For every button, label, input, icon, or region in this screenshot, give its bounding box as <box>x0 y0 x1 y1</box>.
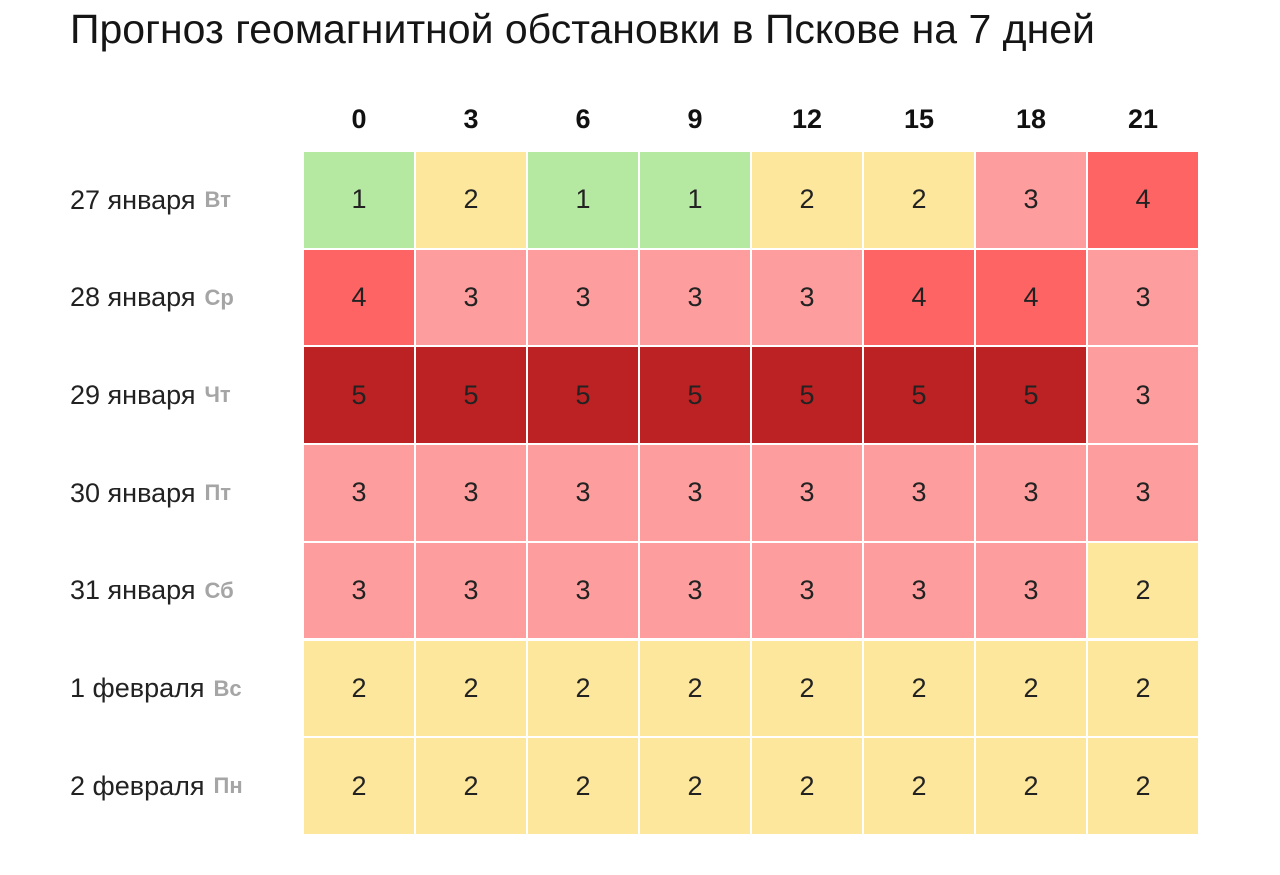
row-weekday: Ср <box>204 284 234 310</box>
heatmap-cell: 2 <box>751 737 863 835</box>
heatmap-cell: 4 <box>1087 151 1199 249</box>
heatmap-cell: 3 <box>527 444 639 542</box>
heatmap-cell: 5 <box>415 346 527 445</box>
heatmap-cell: 2 <box>303 737 415 835</box>
heatmap-cell: 2 <box>751 151 863 249</box>
heatmap-cell: 2 <box>639 737 751 835</box>
row-date: 28 января <box>70 282 196 313</box>
row-date: 29 января <box>70 379 196 410</box>
column-header-hour-18: 18 <box>1015 104 1047 134</box>
row-label: 27 января Вт <box>70 151 231 249</box>
column-header-hour-3: 3 <box>463 104 479 134</box>
heatmap-cell: 3 <box>639 444 751 542</box>
heatmap-cell: 2 <box>975 639 1087 738</box>
heatmap-cell: 4 <box>303 248 415 347</box>
heatmap-cell: 3 <box>527 541 639 640</box>
heatmap-cell: 3 <box>415 248 527 347</box>
column-header-hour-9: 9 <box>687 104 703 134</box>
heatmap-cell: 2 <box>975 737 1087 835</box>
heatmap-cell: 5 <box>863 346 975 445</box>
heatmap-cell: 2 <box>1087 541 1199 640</box>
column-header-hour-15: 15 <box>903 104 935 134</box>
heatmap-cell: 4 <box>975 248 1087 347</box>
row-weekday: Пт <box>204 480 232 506</box>
row-date: 1 февраля <box>70 673 205 703</box>
column-header-hour-12: 12 <box>791 104 823 134</box>
row-weekday: Вс <box>213 675 242 701</box>
heatmap-cell: 3 <box>751 248 863 347</box>
column-header-hour-21: 21 <box>1127 104 1159 134</box>
heatmap-cell: 2 <box>751 639 863 738</box>
heatmap-cell: 3 <box>303 541 415 640</box>
heatmap-cell: 5 <box>975 346 1087 445</box>
row-label: 2 февраля Пн <box>70 737 243 835</box>
heatmap-cell: 3 <box>1087 444 1199 542</box>
heatmap-cell: 3 <box>639 541 751 640</box>
heatmap-cell: 2 <box>527 639 639 738</box>
row-weekday: Сб <box>204 577 234 603</box>
heatmap-cell: 3 <box>863 444 975 542</box>
column-header-hour-0: 0 <box>351 104 367 134</box>
heatmap-cell: 2 <box>527 737 639 835</box>
heatmap-cell: 3 <box>415 444 527 542</box>
heatmap-cell: 5 <box>751 346 863 445</box>
row-label: 1 февраля Вс <box>70 640 242 738</box>
row-date: 31 января <box>70 575 196 606</box>
heatmap-cell: 2 <box>415 639 527 738</box>
heatmap-cell: 3 <box>639 248 751 347</box>
heatmap-cell: 3 <box>751 541 863 640</box>
heatmap-cell: 1 <box>639 151 751 249</box>
heatmap-cell: 1 <box>527 151 639 249</box>
row-weekday: Чт <box>204 382 231 408</box>
page-title: Прогноз геомагнитной обстановки в Пскове… <box>70 6 1095 52</box>
row-label: 31 января Сб <box>70 542 234 640</box>
heatmap-cell: 3 <box>415 541 527 640</box>
row-date: 30 января <box>70 477 196 508</box>
heatmap-cell: 5 <box>639 346 751 445</box>
row-weekday: Пн <box>213 773 243 799</box>
heatmap-cell: 2 <box>303 639 415 738</box>
heatmap-cell: 3 <box>1087 346 1199 445</box>
row-label: 29 января Чт <box>70 346 231 444</box>
heatmap-cell: 3 <box>975 541 1087 640</box>
heatmap-cell: 3 <box>863 541 975 640</box>
heatmap-cell: 2 <box>415 151 527 249</box>
heatmap-cell: 3 <box>1087 248 1199 347</box>
heatmap-cell: 2 <box>1087 639 1199 738</box>
heatmap-cell: 2 <box>863 639 975 738</box>
heatmap-cell: 3 <box>975 444 1087 542</box>
heatmap-cell: 2 <box>1087 737 1199 835</box>
row-label: 30 января Пт <box>70 444 231 542</box>
heatmap-cell: 2 <box>639 639 751 738</box>
heatmap-cell: 3 <box>303 444 415 542</box>
heatmap-cell: 3 <box>751 444 863 542</box>
heatmap-cell: 2 <box>863 151 975 249</box>
row-date: 2 февраля <box>70 770 205 801</box>
heatmap-cell: 4 <box>863 248 975 347</box>
heatmap-cell: 3 <box>975 151 1087 249</box>
heatmap-cell: 3 <box>527 248 639 347</box>
heatmap-cell: 1 <box>303 151 415 249</box>
row-date: 27 января <box>70 184 196 215</box>
row-weekday: Вт <box>204 187 231 212</box>
heatmap-cell: 5 <box>303 346 415 445</box>
column-header-hour-6: 6 <box>575 104 591 134</box>
row-label: 28 января Ср <box>70 249 234 347</box>
heatmap-cell: 5 <box>527 346 639 445</box>
heatmap-cell: 2 <box>415 737 527 835</box>
heatmap-cell: 2 <box>863 737 975 835</box>
